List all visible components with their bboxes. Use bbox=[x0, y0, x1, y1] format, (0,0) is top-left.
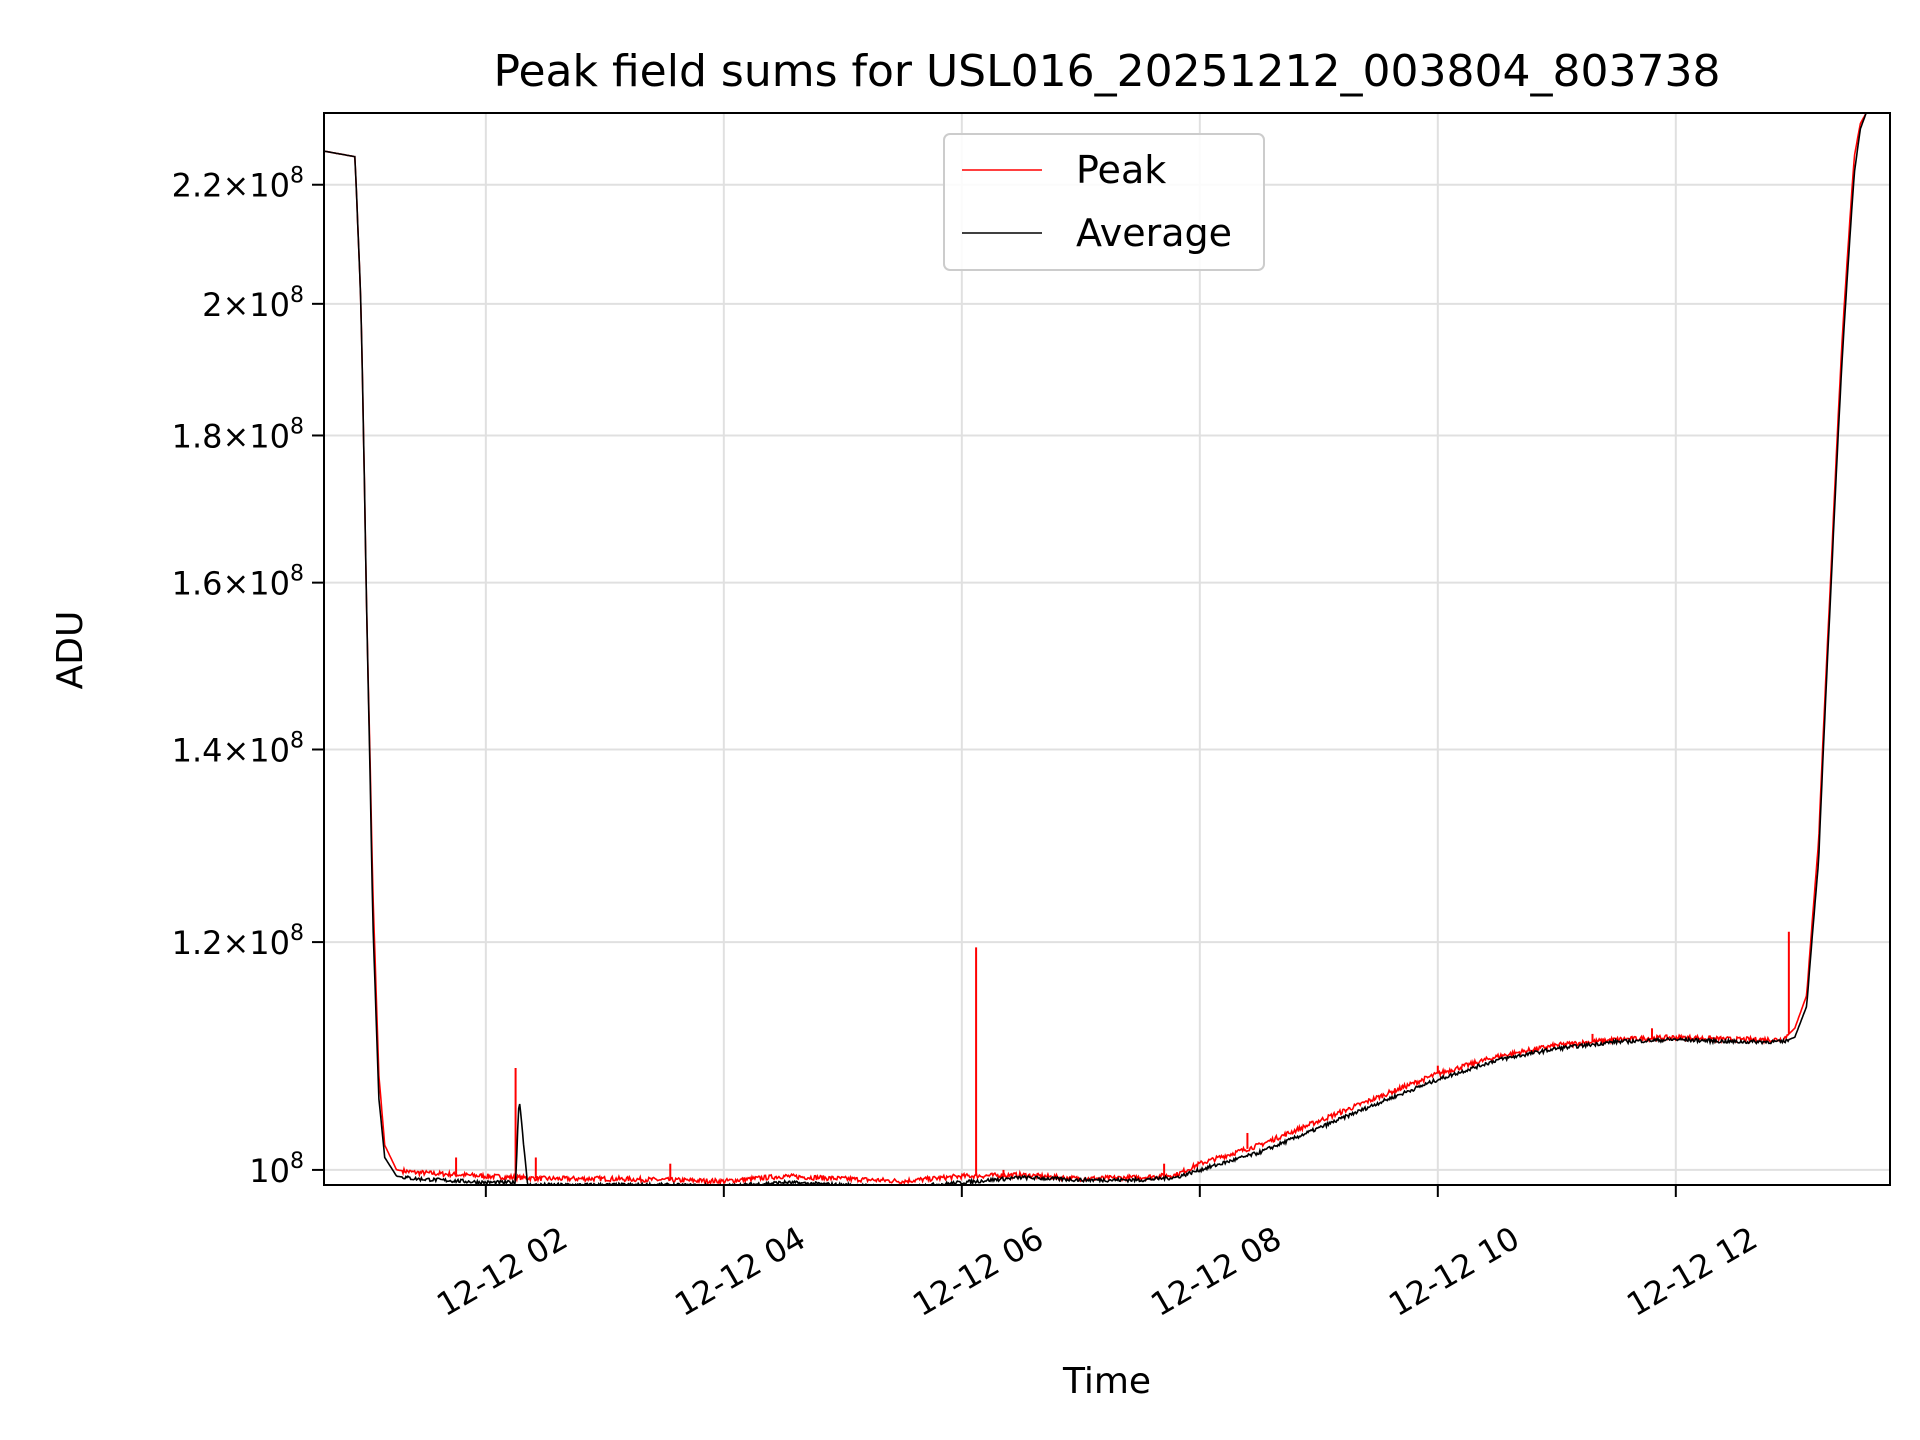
legend-box bbox=[943, 133, 1265, 271]
legend-label-average: Average bbox=[1076, 211, 1232, 255]
legend-label-peak: Peak bbox=[1076, 148, 1166, 192]
y-tick-label: 2×108 bbox=[202, 283, 304, 324]
y-tick-label: 1.4×108 bbox=[172, 728, 304, 769]
y-tick-label: 2.2×108 bbox=[172, 164, 304, 205]
legend: Peak Average bbox=[943, 133, 1265, 271]
grid bbox=[324, 113, 1890, 1185]
y-tick-label: 1.6×108 bbox=[172, 562, 304, 603]
y-axis: 108 1.2×108 1.4×108 1.6×108 1.8×108 2×108 2.2×… bbox=[172, 164, 324, 1190]
plot-frame bbox=[323, 112, 1891, 1186]
chart-title: Peak field sums for USL016_20251212_0038… bbox=[494, 46, 1721, 97]
series-line-average bbox=[324, 113, 1867, 1185]
y-tick-label: 1.8×108 bbox=[172, 414, 304, 455]
y-axis-title: ADU bbox=[50, 611, 91, 690]
y-tick-label: 108 bbox=[249, 1149, 304, 1190]
series-layer bbox=[324, 113, 1867, 1185]
y-tick-label: 1.2×108 bbox=[172, 921, 304, 962]
x-axis-title: Time bbox=[1062, 1361, 1151, 1402]
